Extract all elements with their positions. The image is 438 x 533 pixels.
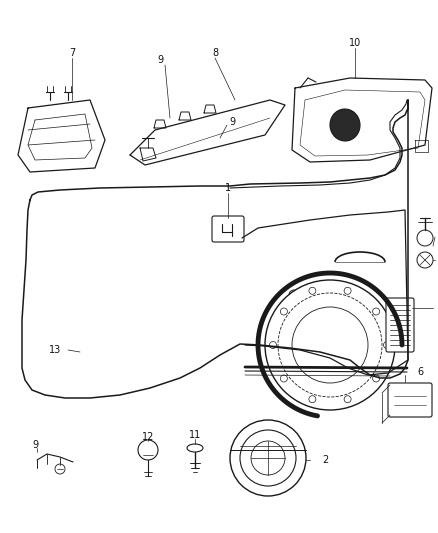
Circle shape [309,395,316,403]
Text: 2: 2 [322,455,328,465]
Text: 7: 7 [69,48,75,58]
Circle shape [55,464,65,474]
Circle shape [344,287,351,294]
Circle shape [417,252,433,268]
Text: 8: 8 [212,48,218,58]
Text: 6: 6 [417,367,423,377]
Circle shape [289,290,299,300]
Circle shape [325,290,335,300]
Text: 11: 11 [189,430,201,440]
Text: 9: 9 [32,440,38,450]
Circle shape [373,375,380,382]
Circle shape [230,420,306,496]
Ellipse shape [344,291,356,299]
Text: 10: 10 [349,38,361,48]
Circle shape [384,342,391,349]
Circle shape [417,230,433,246]
Circle shape [269,342,276,349]
Circle shape [292,307,368,383]
Circle shape [251,441,285,475]
Circle shape [373,308,380,315]
Circle shape [280,375,287,382]
Text: 9: 9 [157,55,163,65]
Circle shape [387,300,397,310]
Text: 9: 9 [229,117,235,127]
Circle shape [307,290,317,300]
Circle shape [265,280,395,410]
Ellipse shape [187,444,203,452]
Text: 13: 13 [49,345,61,355]
Circle shape [240,430,296,486]
Circle shape [344,395,351,403]
Text: 12: 12 [142,432,154,442]
Circle shape [280,308,287,315]
Circle shape [309,287,316,294]
FancyBboxPatch shape [212,216,244,242]
Circle shape [138,440,158,460]
Ellipse shape [330,109,360,141]
FancyBboxPatch shape [388,383,432,417]
FancyBboxPatch shape [386,298,414,352]
Circle shape [278,293,382,397]
Text: 1: 1 [225,183,231,193]
